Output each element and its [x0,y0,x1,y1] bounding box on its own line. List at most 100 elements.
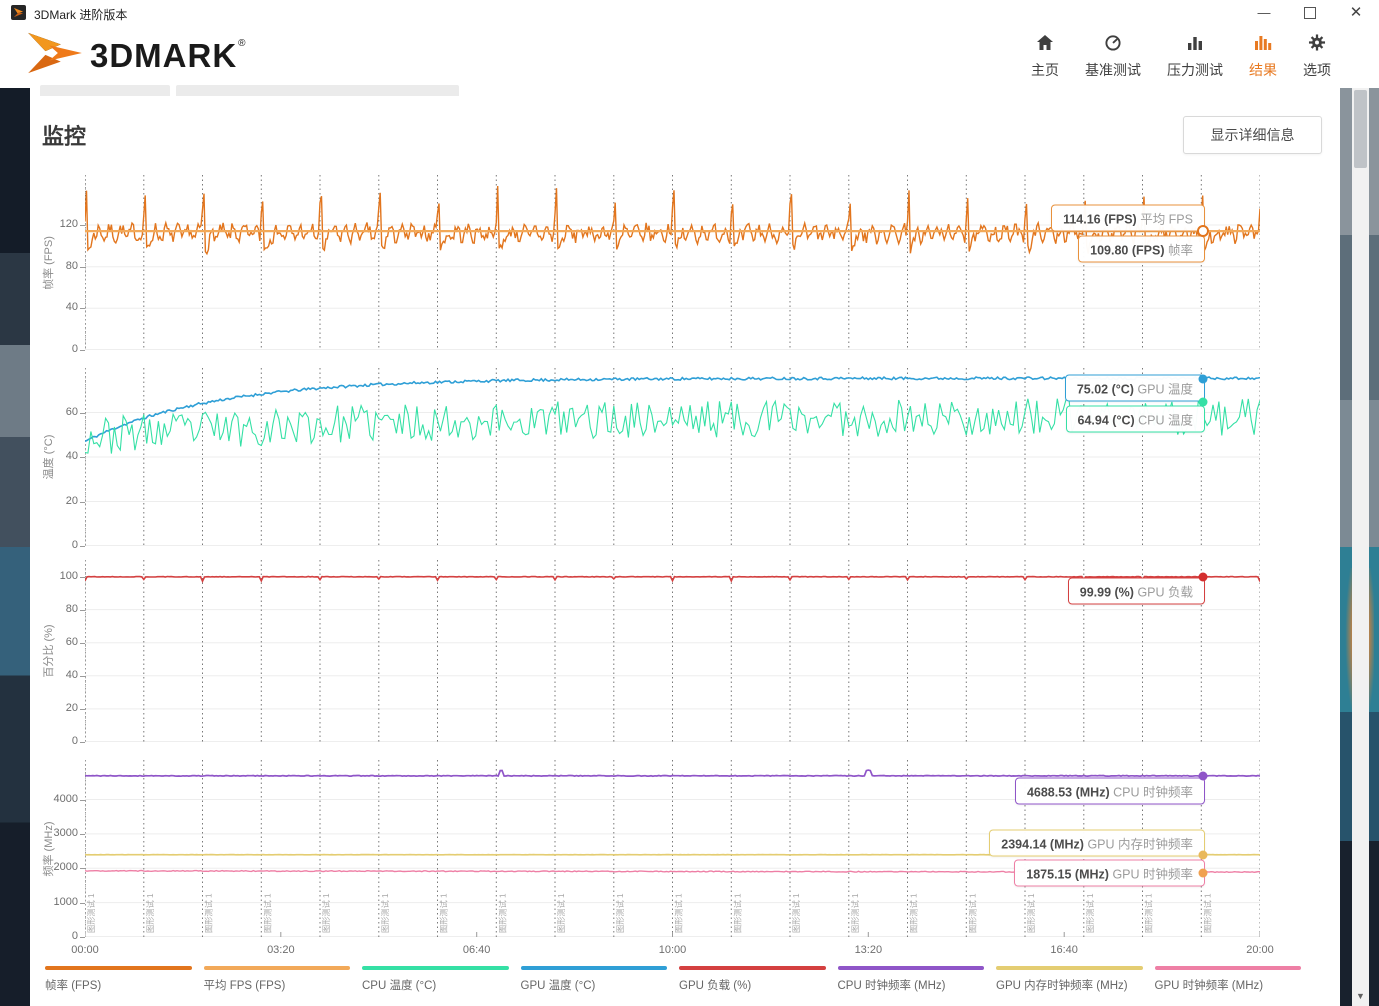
tab-strip-item[interactable] [176,85,459,96]
chart-tooltip: 1875.15 (MHz) GPU 时钟频率 [1014,859,1205,887]
x-tick-label: 13:20 [854,944,883,956]
x-tick-label: 16:40 [1050,944,1078,956]
x-tick-label: 20:00 [1246,944,1274,956]
y-tick-mark [80,675,85,677]
chart-tooltip: 64.94 (°C) CPU 温度 [1065,405,1205,432]
loop-label: 图形测试 1 [145,893,155,933]
legend-label: CPU 时钟频率 (MHz) [837,980,946,992]
series-line [84,185,1261,256]
chart-tooltip: 99.99 (%) GPU 负载 [1067,577,1205,605]
legend-color-bar [996,966,1143,970]
legend-color-bar [837,966,984,970]
maximize-icon [1304,7,1316,19]
chart-tooltip: 114.16 (FPS) 平均 FPS [1051,204,1205,232]
legend-color-bar [1154,966,1301,970]
y-tick-mark [80,225,85,226]
legend-color-bar [203,966,350,970]
y-tick-mark [80,576,85,578]
legend-item-2[interactable]: CPU 温度 (°C) [362,966,521,993]
y-tick-label: 3000 [53,826,78,839]
nav-item-home[interactable]: 主页 [1031,34,1059,80]
y-tick-mark [80,868,85,870]
columns-icon [1186,34,1204,56]
y-tick-mark [80,350,85,351]
legend-label: GPU 温度 (°C) [520,980,596,992]
x-tick-label: 00:00 [71,944,99,956]
legend-color-bar [362,966,509,970]
legend-label: 帧率 (FPS) [45,980,102,992]
legend-item-6[interactable]: GPU 内存时钟频率 (MHz) [996,966,1155,993]
nav-item-label: 选项 [1303,62,1331,78]
y-tick-mark [80,937,85,938]
gauge-icon [1104,34,1122,56]
loop-label: 图形测试 1 [380,893,390,933]
tooltip-label: 帧率 [1167,243,1193,258]
y-tick-mark [80,501,85,503]
y-tick-label: 4000 [53,792,78,805]
chart-legend: 帧率 (FPS) 平均 FPS (FPS) CPU 温度 (°C) GPU 温度 (°… [45,966,1313,993]
y-tick-label: 40 [65,668,78,681]
legend-item-5[interactable]: CPU 时钟频率 (MHz) [837,966,997,993]
legend-item-1[interactable]: 平均 FPS (FPS) [203,966,363,993]
show-details-button[interactable]: 显示详细信息 [1183,116,1322,154]
nav-item-stress[interactable]: 压力测试 [1167,34,1223,80]
tooltip-value: 114.16 (FPS) [1063,212,1137,227]
legend-item-7[interactable]: GPU 时钟频率 (MHz) [1154,966,1314,993]
tooltip-value: 1875.15 (MHz) [1026,867,1109,882]
nav-item-benchmark[interactable]: 基准测试 [1085,34,1141,80]
scrollbar-thumb[interactable] [1354,90,1367,168]
loop-label: 图形测试 1 [1202,893,1212,933]
y-tick-label: 0 [71,735,78,747]
loop-label: 图形测试 1 [732,893,742,933]
nav-item-label: 结果 [1249,62,1277,78]
y-tick-mark [80,609,85,611]
legend-item-4[interactable]: GPU 负载 (%) [679,966,838,993]
loop-label: 图形测试 1 [791,893,801,933]
tooltip-value: 2394.14 (MHz) [1001,837,1084,852]
legend-item-3[interactable]: GPU 温度 (°C) [520,966,680,993]
series-line [84,375,1261,443]
chart-tooltip: 4688.53 (MHz) CPU 时钟频率 [1014,777,1205,805]
minimize-button[interactable]: — [1257,5,1271,20]
loop-label: 图形测试 1 [967,893,977,933]
loop-label: 图形测试 1 [556,893,566,933]
series-line [84,769,1261,778]
series-marker-dot [1198,868,1208,878]
loop-label: 图形测试 1 [1085,893,1095,933]
y-tick-mark [80,546,85,547]
legend-label: CPU 温度 (°C) [362,980,437,992]
nav-item-options[interactable]: 选项 [1303,34,1331,80]
loop-label: 图形测试 1 [204,893,214,933]
nav-item-results[interactable]: 结果 [1249,34,1277,80]
y-tick-label: 120 [59,218,78,230]
y-tick-mark [80,412,85,414]
loop-label: 图形测试 1 [497,893,507,933]
tooltip-label: GPU 负载 [1137,585,1193,600]
chart-panel-1 [84,368,1261,547]
vertical-scrollbar[interactable]: ▼ [1352,88,1369,1006]
legend-item-0[interactable]: 帧率 (FPS) [45,966,204,993]
tooltip-value: 64.94 (°C) [1077,413,1135,427]
tab-strip-item[interactable] [40,85,170,96]
x-tick-label: 10:00 [658,944,687,956]
series-line [84,575,1261,584]
maximize-button[interactable] [1287,0,1333,26]
close-button[interactable]: ✕ [1349,4,1363,21]
y-axis-title: 百分比 (%) [43,624,55,678]
scrollbar-down-arrow[interactable]: ▼ [1356,991,1365,1001]
app-logo-icon [11,5,26,20]
x-tick-label: 06:40 [462,944,491,956]
tooltip-label: CPU 时钟频率 [1113,785,1193,800]
y-axis-title: 频率 (MHz) [43,821,55,876]
tooltip-label: 平均 FPS [1140,212,1193,227]
loop-label: 图形测试 1 [439,893,449,933]
y-axis-title: 帧率 (FPS) [43,235,55,290]
tooltip-value: 4688.53 (MHz) [1026,785,1110,800]
chart-tooltip: 109.80 (FPS) 帧率 [1078,235,1205,263]
loop-label: 图形测试 1 [909,893,919,933]
legend-label: 平均 FPS (FPS) [203,980,286,992]
series-marker-dot [1198,572,1208,582]
series-line [84,398,1261,454]
nav-item-label: 基准测试 [1085,62,1141,78]
loop-label: 图形测试 1 [850,893,860,933]
